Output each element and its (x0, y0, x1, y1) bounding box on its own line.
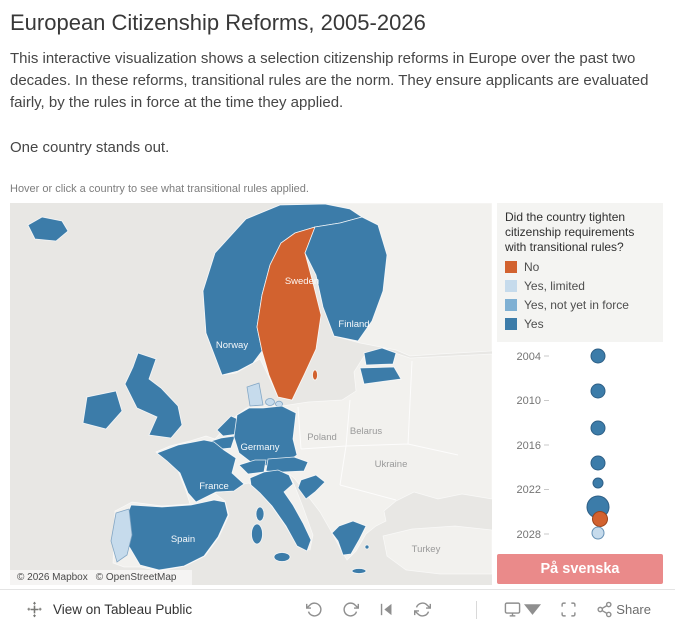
map-label-norway: Norway (216, 340, 248, 351)
country-italy[interactable] (249, 469, 312, 552)
map-canvas[interactable]: Norway Sweden Finland Germany France Spa… (10, 203, 492, 585)
country-latvia[interactable] (359, 366, 402, 385)
download-icon (505, 602, 521, 617)
country-italy-sicily[interactable] (273, 552, 291, 562)
country-austria[interactable] (265, 456, 309, 473)
map-label-ukraine: Ukraine (375, 459, 408, 470)
axis-year-2028: 2028 (517, 529, 541, 541)
country-france-corsica[interactable] (255, 506, 265, 522)
map-label-sweden: Sweden (285, 276, 319, 287)
map-label-france: France (199, 481, 229, 492)
timeline-dot-2014[interactable] (590, 420, 606, 436)
timeline-dot-2028[interactable] (591, 526, 605, 540)
dashboard-header: European Citizenship Reforms, 2005-2026 … (0, 0, 675, 195)
landmass-turkey (382, 525, 492, 575)
share-button[interactable]: Share (596, 601, 651, 618)
map-label-poland: Poland (307, 432, 337, 443)
tableau-logo-icon[interactable] (26, 601, 43, 618)
country-greece[interactable] (331, 520, 367, 556)
legend-label-no: No (524, 260, 540, 274)
country-iceland[interactable] (27, 216, 69, 242)
toolbar-tools: Share (306, 600, 651, 619)
country-finland[interactable] (304, 216, 388, 342)
legend-item-yes[interactable]: Yes (505, 317, 655, 331)
intro-text: This interactive visualization shows a s… (10, 50, 649, 111)
legend-label-yes-limited: Yes, limited (524, 279, 585, 293)
legend-label-yes-not-yet: Yes, not yet in force (524, 298, 629, 312)
tableau-toolbar: View on Tableau Public (0, 589, 675, 629)
redo-button[interactable] (342, 601, 360, 618)
map-label-belarus: Belarus (350, 426, 382, 437)
country-france[interactable] (156, 439, 245, 503)
hint-text: Hover or click a country to see what tra… (10, 183, 309, 195)
country-italy-sardinia[interactable] (251, 523, 263, 545)
map-label-turkey: Turkey (412, 544, 441, 555)
caret-down-icon (524, 604, 542, 615)
country-greece-crete[interactable] (351, 568, 367, 574)
country-sweden[interactable] (256, 226, 322, 401)
timeline-chart[interactable]: 2004 2010 2016 2022 2028 (497, 344, 663, 549)
legend-item-no[interactable]: No (505, 260, 655, 274)
fullscreen-icon (561, 602, 576, 617)
right-panel: Did the country tighten citizenship requ… (497, 203, 663, 585)
timeline-dot-2021[interactable] (592, 477, 604, 489)
legend-swatch-yes-limited (505, 280, 517, 292)
country-croatia[interactable] (297, 474, 326, 500)
country-portugal[interactable] (110, 508, 133, 563)
legend-label-yes: Yes (524, 317, 544, 331)
view-on-tableau-public-link[interactable]: View on Tableau Public (53, 602, 193, 617)
axis-year-2010: 2010 (517, 395, 541, 407)
timeline-dot-2026-sweden[interactable] (592, 511, 608, 527)
map-attribution: © 2026 Mapbox © OpenStreetMap (10, 570, 192, 585)
axis-year-2016: 2016 (517, 440, 541, 452)
download-button[interactable] (504, 601, 542, 618)
axis-year-2004: 2004 (517, 351, 541, 363)
country-switzerland[interactable] (238, 459, 267, 475)
osm-attribution-link[interactable]: © OpenStreetMap (95, 572, 177, 583)
map-label-spain: Spain (171, 534, 195, 545)
standout-text: One country stands out. (10, 139, 170, 156)
refresh-icon (414, 602, 432, 617)
page-title: European Citizenship Reforms, 2005-2026 (10, 10, 426, 35)
undo-button[interactable] (306, 601, 323, 618)
map-label-germany: Germany (240, 442, 279, 453)
toolbar-divider (476, 600, 478, 619)
fullscreen-button[interactable] (560, 601, 577, 618)
legend-swatch-yes (505, 318, 517, 330)
refresh-button[interactable] (414, 601, 432, 618)
dashboard-body: Norway Sweden Finland Germany France Spa… (10, 203, 665, 585)
country-denmark-zealand[interactable] (265, 398, 275, 406)
timeline-dot-2018[interactable] (590, 455, 606, 471)
legend-panel: Did the country tighten citizenship requ… (497, 203, 663, 342)
language-button[interactable]: På svenska (497, 554, 663, 584)
timeline-dot-2005[interactable] (590, 348, 606, 364)
legend-item-yes-not-yet[interactable]: Yes, not yet in force (505, 298, 655, 312)
country-estonia[interactable] (363, 347, 397, 366)
country-sweden-gotland[interactable] (312, 369, 318, 381)
country-greece-island[interactable] (364, 544, 370, 550)
legend-title: Did the country tighten citizenship requ… (505, 210, 635, 254)
legend-swatch-yes-not-yet (505, 299, 517, 311)
legend-swatch-no (505, 261, 517, 273)
country-ireland[interactable] (82, 390, 123, 430)
legend-item-yes-limited[interactable]: Yes, limited (505, 279, 655, 293)
map-label-finland: Finland (338, 319, 369, 330)
share-button-label: Share (616, 602, 651, 617)
country-germany[interactable] (233, 405, 298, 467)
timeline-dot-2009[interactable] (590, 383, 606, 399)
revert-button[interactable] (378, 601, 395, 618)
revert-icon (381, 603, 392, 616)
undo-icon (306, 602, 322, 617)
mapbox-attribution-link[interactable]: © 2026 Mapbox (17, 572, 88, 583)
axis-year-2022: 2022 (517, 484, 541, 496)
country-denmark[interactable] (246, 382, 264, 407)
redo-icon (343, 602, 360, 617)
share-icon (597, 601, 612, 618)
country-united-kingdom[interactable] (124, 352, 183, 439)
country-borders (297, 360, 459, 501)
europe-choropleth-map[interactable]: Norway Sweden Finland Germany France Spa… (10, 203, 492, 585)
